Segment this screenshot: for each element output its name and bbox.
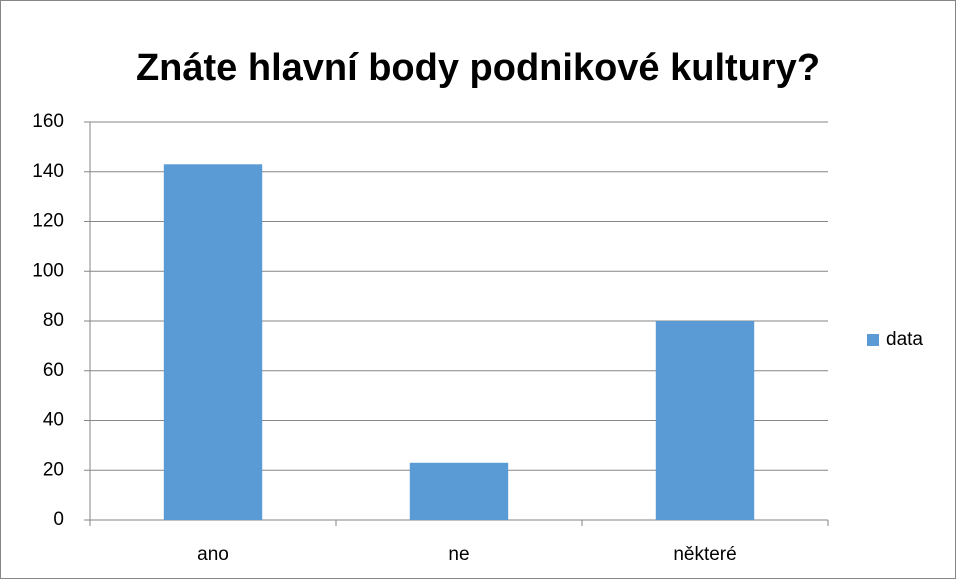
y-tick-label: 0: [53, 509, 64, 530]
legend-swatch: [867, 334, 879, 346]
y-tick-label: 80: [43, 310, 64, 331]
y-tick-label: 40: [43, 410, 64, 431]
x-tick-label: ne: [448, 544, 469, 565]
bar: [163, 164, 263, 520]
bar: [409, 462, 509, 520]
y-tick-label: 140: [32, 161, 64, 182]
x-tick-label: ano: [197, 544, 229, 565]
bar: [655, 321, 755, 520]
y-tick-label: 160: [32, 111, 64, 132]
y-tick-label: 60: [43, 360, 64, 381]
y-tick-label: 120: [32, 211, 64, 232]
y-tick-label: 100: [32, 260, 64, 281]
y-tick-label: 20: [43, 459, 64, 480]
legend-label: data: [886, 329, 923, 350]
chart-title: Znáte hlavní body podnikové kultury?: [136, 47, 820, 89]
x-tick-label: některé: [673, 544, 736, 565]
